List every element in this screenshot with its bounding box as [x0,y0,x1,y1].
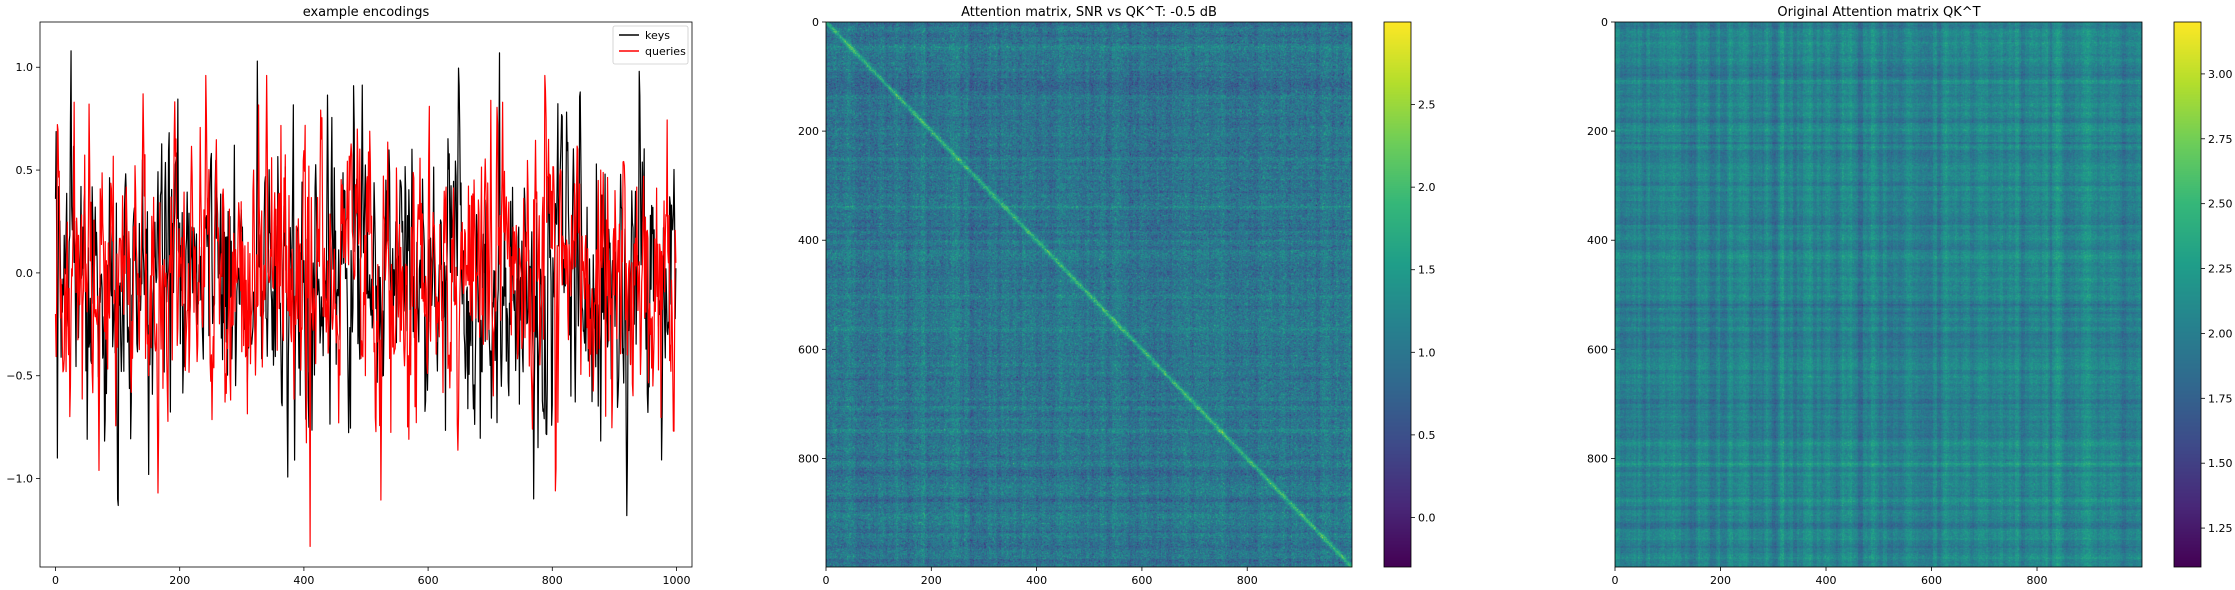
x-tick-label: 600 [1131,574,1152,587]
line-chart-y-axis: −1.0 −0.5 0.0 0.5 1.0 [6,61,40,486]
y-tick-label: −0.5 [6,370,33,383]
colorbar-tick-label: 0.0 [1418,511,1436,524]
x-tick-label: 200 [169,574,190,587]
noisy-colorbar-axis: 0.0 0.5 1.0 1.5 2.0 2.5 [1411,99,1436,524]
y-tick-label: 0 [1601,16,1608,29]
legend-label-keys: keys [645,29,670,42]
y-tick-label: 200 [798,125,819,138]
noisy-heatmap-title: Attention matrix, SNR vs QK^T: -0.5 dB [961,5,1217,20]
original-colorbar-frame [2173,21,2202,568]
noisy-heatmap-y-axis: 0 200 400 600 800 [798,16,826,465]
y-tick-label: 400 [798,234,819,247]
x-tick-label: 800 [2027,574,2048,587]
y-tick-label: 1.0 [16,61,34,74]
original-heatmap-frame [1614,21,2143,568]
colorbar-tick-label: 0.5 [1418,429,1436,442]
x-tick-label: 400 [1026,574,1047,587]
noisy-attention-panel: Attention matrix, SNR vs QK^T: -0.5 dB 0… [798,5,1436,587]
x-tick-label: 600 [418,574,439,587]
line-chart-legend: keys queries [612,25,689,65]
colorbar-tick-label: 1.50 [2208,457,2233,470]
y-tick-label: 0.0 [16,267,34,280]
y-tick-label: −1.0 [6,473,33,486]
x-tick-label: 1000 [662,574,690,587]
noisy-heatmap-frame [825,21,1353,568]
x-tick-label: 0 [52,574,59,587]
colorbar-tick-label: 2.50 [2208,198,2233,211]
colorbar-tick-label: 2.75 [2208,133,2233,146]
colorbar-tick-label: 2.00 [2208,327,2233,340]
colorbar-tick-label: 1.0 [1418,346,1436,359]
colorbar-tick-label: 1.75 [2208,392,2233,405]
y-tick-label: 200 [1587,125,1608,138]
original-colorbar-axis: 1.25 1.50 1.75 2.00 2.25 2.50 2.75 3.00 [2201,68,2233,535]
x-tick-label: 400 [293,574,314,587]
x-tick-label: 0 [823,574,830,587]
y-tick-label: 800 [798,452,819,465]
colorbar-tick-label: 3.00 [2208,68,2233,81]
y-tick-label: 400 [1587,234,1608,247]
line-chart-panel: example encodings 0 200 400 600 800 1000 −1.0… [6,5,693,587]
x-tick-label: 200 [921,574,942,587]
y-tick-label: 0 [812,16,819,29]
y-tick-label: 600 [798,343,819,356]
x-tick-label: 200 [1710,574,1731,587]
x-tick-label: 0 [1612,574,1619,587]
colorbar-tick-label: 2.25 [2208,263,2233,276]
noisy-heatmap-image [826,22,1352,567]
noisy-heatmap-x-axis: 0 200 400 600 800 [823,567,1258,587]
original-heatmap-title: Original Attention matrix QK^T [1777,5,1980,20]
colorbar-tick-label: 1.25 [2208,522,2233,535]
x-tick-label: 400 [1816,574,1837,587]
x-tick-label: 800 [1237,574,1258,587]
original-colorbar-gradient [2174,22,2201,567]
colorbar-tick-label: 2.0 [1418,181,1436,194]
line-chart-title: example encodings [303,5,430,20]
series-line-queries [54,74,677,548]
original-heatmap-y-axis: 0 200 400 600 800 [1587,16,1615,465]
colorbar-tick-label: 2.5 [1418,99,1436,112]
line-series-group [54,50,677,548]
x-tick-label: 600 [1921,574,1942,587]
line-chart-x-axis: 0 200 400 600 800 1000 [52,567,690,587]
original-heatmap-x-axis: 0 200 400 600 800 [1612,567,2048,587]
x-tick-label: 800 [542,574,563,587]
legend-label-queries: queries [645,45,686,58]
noisy-colorbar-gradient [1384,22,1411,567]
original-attention-panel: Original Attention matrix QK^T 0 200 400 60… [1587,5,2233,587]
line-chart-frame [39,21,693,568]
noisy-colorbar-frame [1383,21,1412,568]
y-tick-label: 0.5 [16,164,34,177]
y-tick-label: 600 [1587,343,1608,356]
original-heatmap-image [1615,22,2142,567]
colorbar-tick-label: 1.5 [1418,264,1436,277]
y-tick-label: 800 [1587,452,1608,465]
